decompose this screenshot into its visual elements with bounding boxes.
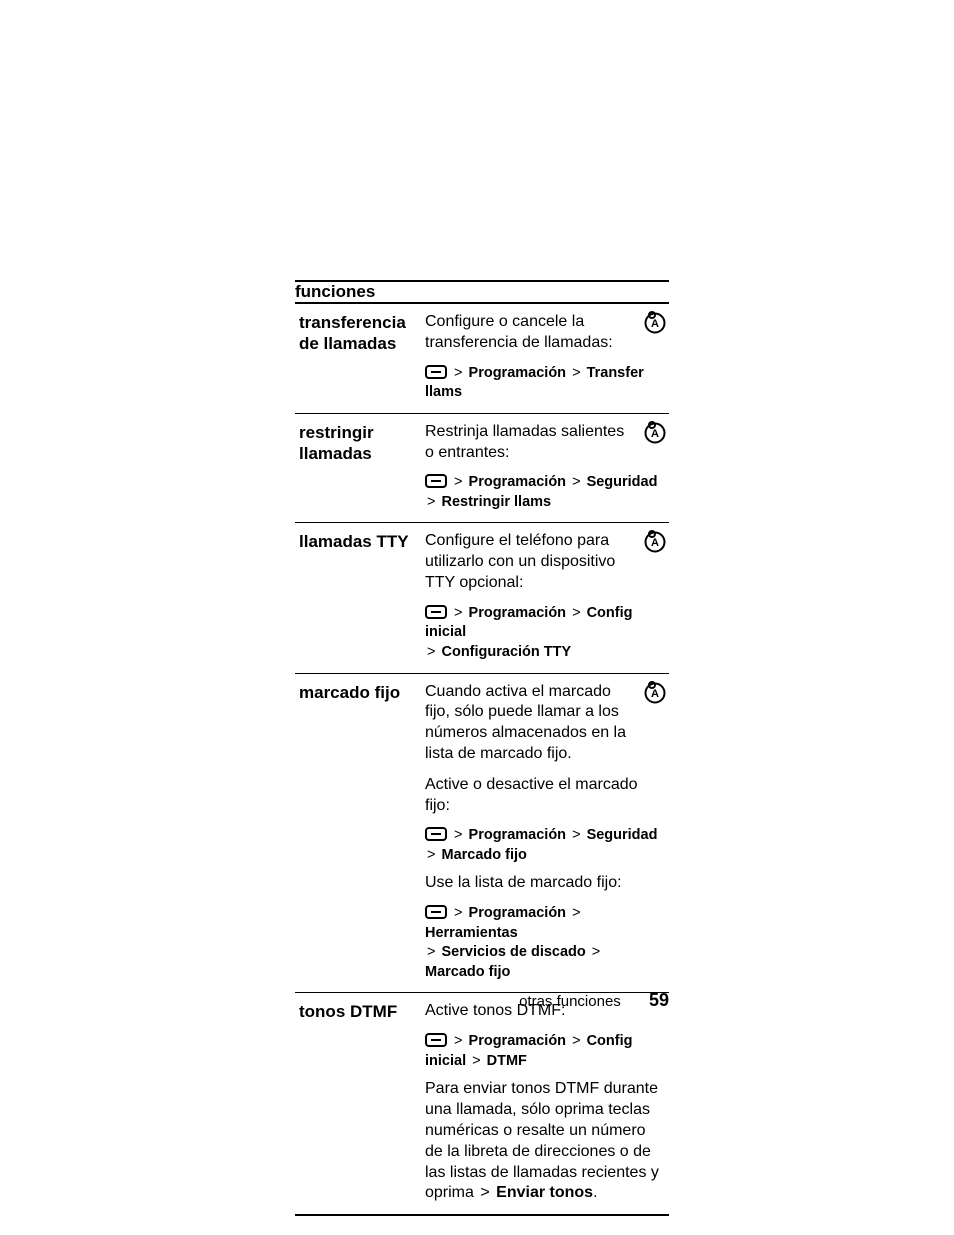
operator-feature-icon: A: [643, 529, 667, 553]
menu-key-icon: [425, 474, 447, 488]
row-content: Active tonos DTMF: > Programación > Conf…: [423, 993, 669, 1215]
menu-key-icon: [425, 365, 447, 379]
row-content: A Restrinja llamadas salientes o entrant…: [423, 413, 669, 523]
description-text: Configure el teléfono para utilizarlo co…: [425, 531, 665, 593]
table-row: marcado fijo A Cuando activa el marcado …: [295, 673, 669, 993]
svg-text:A: A: [651, 537, 659, 549]
menu-key-icon: [425, 905, 447, 919]
svg-text:A: A: [651, 428, 659, 440]
svg-text:A: A: [651, 318, 659, 330]
footer-label: otras funciones: [519, 993, 621, 1010]
table-row: transferencia de llamadas A Configure o …: [295, 303, 669, 413]
menu-key-icon: [425, 1033, 447, 1047]
menu-key-icon: [425, 605, 447, 619]
table-header-row: funciones: [295, 281, 669, 303]
row-label: restringir llamadas: [295, 413, 423, 523]
operator-feature-icon: A: [643, 310, 667, 334]
menu-path: > Programación > Seguridad > Marcado fij…: [425, 826, 665, 865]
description-text: Active o desactive el marcado fijo:: [425, 775, 665, 817]
row-content: A Configure o cancele la transferencia d…: [423, 303, 669, 413]
row-label: marcado fijo: [295, 673, 423, 993]
description-text: Configure o cancele la transferencia de …: [425, 312, 665, 354]
menu-path: > Programación > Config inicial> Configu…: [425, 604, 665, 663]
menu-path: > Programación > Transfer llams: [425, 364, 665, 403]
row-label: tonos DTMF: [295, 993, 423, 1215]
table-row: restringir llamadas A Restrinja llamadas…: [295, 413, 669, 523]
row-content: A Configure el teléfono para utilizarlo …: [423, 523, 669, 673]
description-text: Restrinja llamadas salientes o entrantes…: [425, 422, 665, 464]
table-header: funciones: [295, 281, 669, 303]
menu-path: > Programación > Seguridad > Restringir …: [425, 473, 665, 512]
table-row: tonos DTMFActive tonos DTMF: > Programac…: [295, 993, 669, 1215]
row-label: transferencia de llamadas: [295, 303, 423, 413]
page-number: 59: [649, 990, 669, 1010]
operator-feature-icon: A: [643, 680, 667, 704]
svg-text:A: A: [651, 688, 659, 700]
row-label: llamadas TTY: [295, 523, 423, 673]
operator-feature-icon: A: [643, 420, 667, 444]
menu-path: > Programación > Herramientas> Servicios…: [425, 904, 665, 982]
menu-path: > Programación > Config inicial > DTMF: [425, 1032, 665, 1071]
menu-key-icon: [425, 827, 447, 841]
description-text: Use la lista de marcado fijo:: [425, 873, 665, 894]
table-row: llamadas TTY A Configure el teléfono par…: [295, 523, 669, 673]
row-content: A Cuando activa el marcado fijo, sólo pu…: [423, 673, 669, 993]
page-footer: otras funciones 59: [0, 990, 954, 1011]
description-text: Para enviar tonos DTMF durante una llama…: [425, 1079, 665, 1204]
functions-table: funciones transferencia de llamadas A Co…: [295, 280, 669, 1216]
description-text: Cuando activa el marcado fijo, sólo pued…: [425, 682, 665, 765]
